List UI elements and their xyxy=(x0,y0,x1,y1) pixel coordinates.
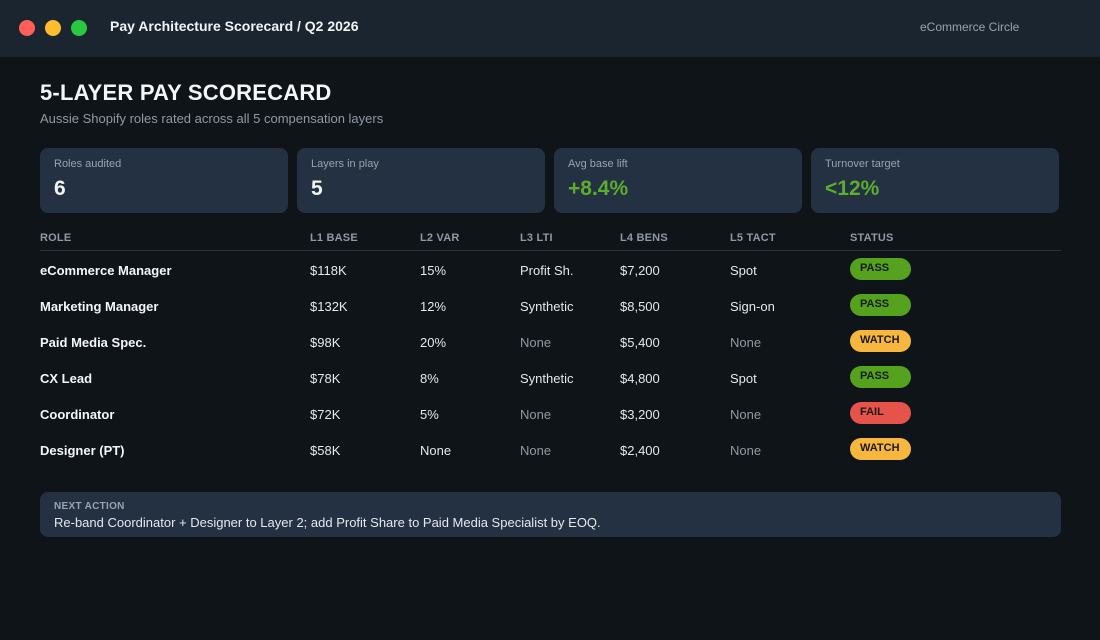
bens-cell: $3,200 xyxy=(620,407,660,422)
status-badge: PASS xyxy=(850,366,911,388)
status-badge: WATCH xyxy=(850,330,911,352)
lti-cell: None xyxy=(520,335,552,350)
table-row[interactable]: Marketing Manager $132K 12% Synthetic $8… xyxy=(0,294,1100,335)
next-action-label: NEXT ACTION xyxy=(54,501,125,512)
header-divider xyxy=(40,250,1061,251)
bens-cell: $4,800 xyxy=(620,371,660,386)
var-cell: 5% xyxy=(420,407,439,422)
bens-cell: $8,500 xyxy=(620,299,660,314)
table-row[interactable]: eCommerce Manager $118K 15% Profit Sh. $… xyxy=(0,258,1100,299)
var-cell: 20% xyxy=(420,335,447,350)
table-row[interactable]: Coordinator $72K 5% None $3,200 None FAI… xyxy=(0,402,1100,443)
stat-value: +8.4% xyxy=(568,177,629,200)
role-cell: Coordinator xyxy=(40,407,115,422)
lti-cell: Synthetic xyxy=(520,371,574,386)
maximize-window-button[interactable] xyxy=(71,20,87,36)
column-header-l1-base: L1 BASE xyxy=(310,232,358,244)
base-cell: $58K xyxy=(310,443,341,458)
role-cell: eCommerce Manager xyxy=(40,263,172,278)
tact-cell: Spot xyxy=(730,371,757,386)
window-title: Pay Architecture Scorecard / Q2 2026 xyxy=(110,18,359,34)
stat-value: 5 xyxy=(311,177,323,200)
stat-card-turnover-target: Turnover target <12% xyxy=(811,148,1059,213)
stat-value: 6 xyxy=(54,177,66,200)
var-cell: 8% xyxy=(420,371,439,386)
status-badge: PASS xyxy=(850,258,911,280)
table-row[interactable]: Designer (PT) $58K None None $2,400 None… xyxy=(0,438,1100,479)
role-cell: Designer (PT) xyxy=(40,443,125,458)
table-row[interactable]: CX Lead $78K 8% Synthetic $4,800 Spot PA… xyxy=(0,366,1100,407)
column-header-l2-var: L2 VAR xyxy=(420,232,460,244)
stat-label: Avg base lift xyxy=(568,158,628,170)
lti-cell: None xyxy=(520,407,552,422)
status-badge: FAIL xyxy=(850,402,911,424)
bens-cell: $7,200 xyxy=(620,263,660,278)
stat-value: <12% xyxy=(825,177,880,200)
stat-label: Layers in play xyxy=(311,158,379,170)
tact-cell: None xyxy=(730,335,762,350)
var-cell: 15% xyxy=(420,263,447,278)
status-badge: WATCH xyxy=(850,438,911,460)
next-action-card: NEXT ACTION Re-band Coordinator + Design… xyxy=(40,492,1061,537)
stat-label: Turnover target xyxy=(825,158,900,170)
next-action-text: Re-band Coordinator + Designer to Layer … xyxy=(54,515,601,530)
column-header-l3-lti: L3 LTI xyxy=(520,232,553,244)
stat-label: Roles audited xyxy=(54,158,122,170)
role-cell: CX Lead xyxy=(40,371,93,386)
var-cell: 12% xyxy=(420,299,447,314)
tact-cell: Sign-on xyxy=(730,299,775,314)
lti-cell: None xyxy=(520,443,552,458)
base-cell: $78K xyxy=(310,371,341,386)
lti-cell: Synthetic xyxy=(520,299,574,314)
bens-cell: $5,400 xyxy=(620,335,660,350)
lti-cell: Profit Sh. xyxy=(520,263,574,278)
column-header-status: STATUS xyxy=(850,232,894,244)
stat-card-avg-base-lift: Avg base lift +8.4% xyxy=(554,148,802,213)
column-header-role: ROLE xyxy=(40,232,72,244)
status-badge: PASS xyxy=(850,294,911,316)
role-cell: Paid Media Spec. xyxy=(40,335,147,350)
close-window-button[interactable] xyxy=(19,20,35,36)
workspace-label: eCommerce Circle xyxy=(920,20,1020,34)
base-cell: $72K xyxy=(310,407,341,422)
tact-cell: None xyxy=(730,443,762,458)
page-subtitle: Aussie Shopify roles rated across all 5 … xyxy=(40,111,384,126)
var-cell: None xyxy=(420,443,452,458)
base-cell: $132K xyxy=(310,299,348,314)
bens-cell: $2,400 xyxy=(620,443,660,458)
stat-card-roles-audited: Roles audited 6 xyxy=(40,148,288,213)
base-cell: $118K xyxy=(310,263,347,278)
minimize-window-button[interactable] xyxy=(45,20,61,36)
column-header-l4-bens: L4 BENS xyxy=(620,232,668,244)
role-cell: Marketing Manager xyxy=(40,299,159,314)
column-header-l5-tact: L5 TACT xyxy=(730,232,776,244)
base-cell: $98K xyxy=(310,335,341,350)
tact-cell: None xyxy=(730,407,762,422)
window-titlebar: Pay Architecture Scorecard / Q2 2026 eCo… xyxy=(0,0,1100,57)
table-row[interactable]: Paid Media Spec. $98K 20% None $5,400 No… xyxy=(0,330,1100,371)
tact-cell: Spot xyxy=(730,263,757,278)
page-title: 5-LAYER PAY SCORECARD xyxy=(40,80,332,105)
stat-card-layers-in-play: Layers in play 5 xyxy=(297,148,545,213)
